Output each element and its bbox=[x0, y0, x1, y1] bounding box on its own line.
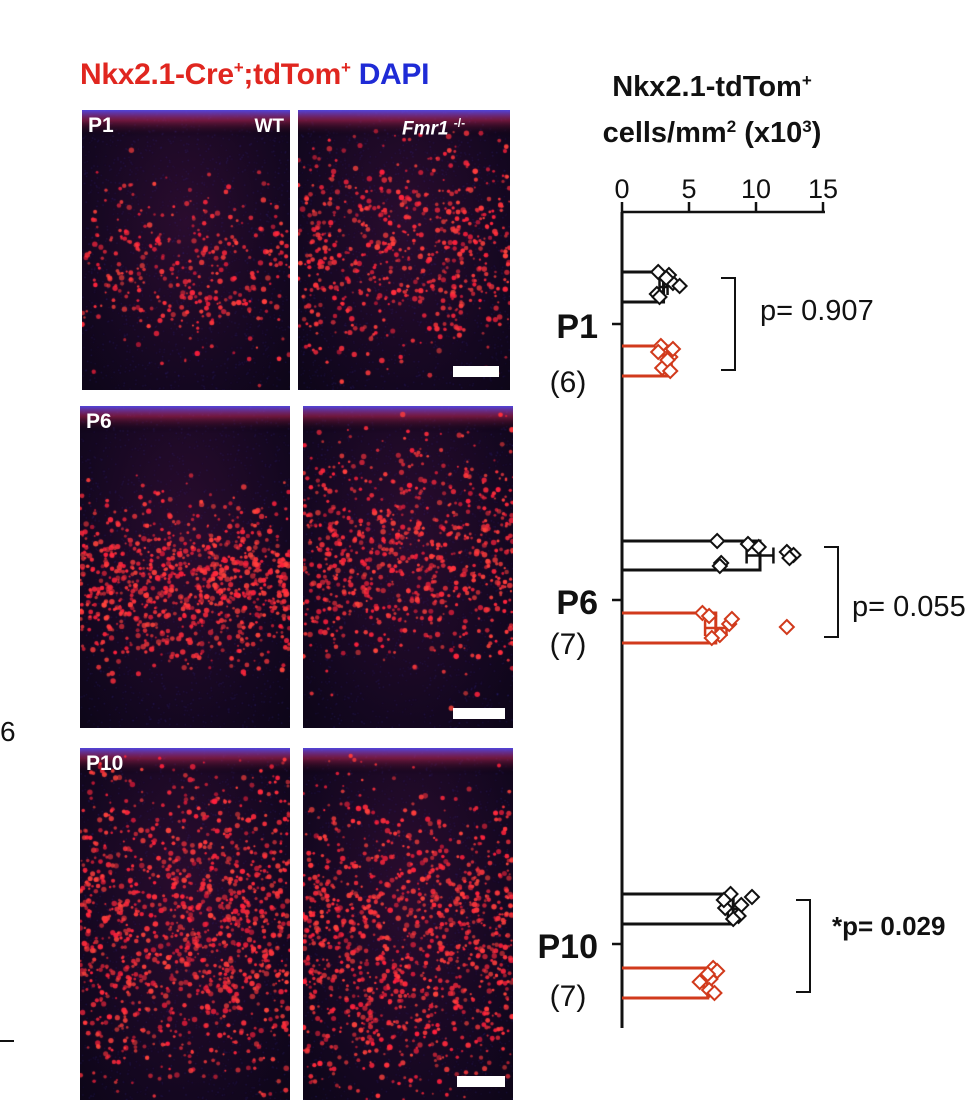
micrograph-canvas bbox=[303, 406, 513, 728]
micrograph-p1-ko: Fmr1 -/- bbox=[298, 110, 510, 390]
title-blue-text: DAPI bbox=[350, 58, 430, 91]
genotype-label-ko: Fmr1 -/- bbox=[402, 116, 465, 140]
micrograph-title: Nkx2.1-Cre+;tdTom+ DAPI bbox=[80, 58, 429, 92]
wt-bar bbox=[622, 539, 762, 572]
cropped-digit: 6 bbox=[0, 716, 16, 747]
ko-data-point bbox=[700, 607, 718, 625]
group-n-label: (7) bbox=[550, 628, 587, 661]
ko-data-point bbox=[691, 973, 709, 991]
chart-title-line1: Nkx2.1-tdTom+ bbox=[612, 71, 812, 103]
x-tick-label: 10 bbox=[741, 174, 771, 204]
chart-layer: 0 5 10 15 P1 (6) p= 0.907 P6 (7) p= 0.055 P10 (7) *p… bbox=[538, 174, 966, 1028]
ko-data-point bbox=[703, 629, 721, 647]
wt-data-point bbox=[715, 891, 733, 909]
title-red-sup: + bbox=[233, 58, 244, 77]
ko-data-point bbox=[661, 362, 679, 380]
micrograph-canvas bbox=[298, 110, 510, 390]
p-value-label: *p= 0.029 bbox=[832, 911, 945, 941]
genotype-label-wt: WT bbox=[254, 116, 284, 137]
wt-data-point bbox=[651, 288, 668, 306]
ko-data-point bbox=[699, 965, 717, 983]
micrograph-canvas bbox=[80, 406, 290, 728]
scale-bar bbox=[453, 708, 505, 719]
wt-data-point bbox=[724, 910, 742, 928]
genotype-ko-sup: -/- bbox=[453, 116, 466, 130]
x-tick-label: 5 bbox=[681, 174, 696, 204]
row-label-p1: P1 bbox=[88, 114, 114, 137]
significance-bracket bbox=[796, 899, 811, 993]
micrograph-canvas bbox=[80, 748, 290, 1100]
ko-data-point bbox=[664, 340, 682, 358]
significance-bracket bbox=[824, 546, 839, 638]
wt-data-point bbox=[743, 888, 761, 906]
title-red-text-2: ;tdTom bbox=[243, 58, 342, 91]
wt-data-point bbox=[657, 269, 675, 287]
scale-bar bbox=[457, 1076, 505, 1087]
group-label: P10 bbox=[538, 928, 599, 966]
row-label-p6: P6 bbox=[86, 410, 112, 433]
group-label: P6 bbox=[556, 584, 598, 622]
wt-data-point bbox=[711, 557, 729, 575]
wt-data-point bbox=[750, 538, 768, 556]
p-value-label: p= 0.055 bbox=[852, 591, 966, 623]
x-tick-label: 0 bbox=[614, 174, 629, 204]
micrograph-p10-ko bbox=[303, 748, 513, 1100]
micrograph-canvas bbox=[82, 110, 290, 390]
micrograph-p6-wt: P6 bbox=[80, 406, 290, 728]
title-red-sup-2: + bbox=[341, 58, 351, 77]
wt-data-point bbox=[708, 532, 726, 550]
micrograph-canvas bbox=[303, 748, 513, 1100]
group-n-label: (6) bbox=[550, 366, 587, 399]
cropped-dash bbox=[0, 1040, 14, 1042]
significance-bracket bbox=[721, 277, 736, 371]
wt-bar bbox=[622, 892, 735, 926]
x-tick-label: 15 bbox=[808, 174, 838, 204]
micrograph-p10-wt: P10 bbox=[80, 748, 290, 1100]
group-label: P1 bbox=[556, 308, 598, 346]
wt-data-point bbox=[781, 549, 798, 567]
scale-bar bbox=[453, 366, 499, 377]
p-value-label: p= 0.907 bbox=[760, 295, 874, 327]
chart-title-line2: cells/mm2 (x103) bbox=[603, 117, 822, 149]
ko-data-point bbox=[649, 343, 667, 361]
group-n-label: (7) bbox=[550, 980, 587, 1013]
ko-data-point bbox=[706, 984, 723, 1002]
ko-data-point bbox=[778, 618, 796, 636]
micrograph-p6-ko bbox=[303, 406, 513, 728]
micrograph-p1-wt: P1 WT bbox=[82, 110, 290, 390]
title-red-text: Nkx2.1-Cre bbox=[80, 58, 234, 91]
row-label-p10: P10 bbox=[86, 752, 124, 775]
wt-data-point bbox=[671, 277, 689, 295]
ko-data-point bbox=[723, 610, 741, 628]
genotype-ko-text: Fmr1 bbox=[402, 118, 449, 140]
